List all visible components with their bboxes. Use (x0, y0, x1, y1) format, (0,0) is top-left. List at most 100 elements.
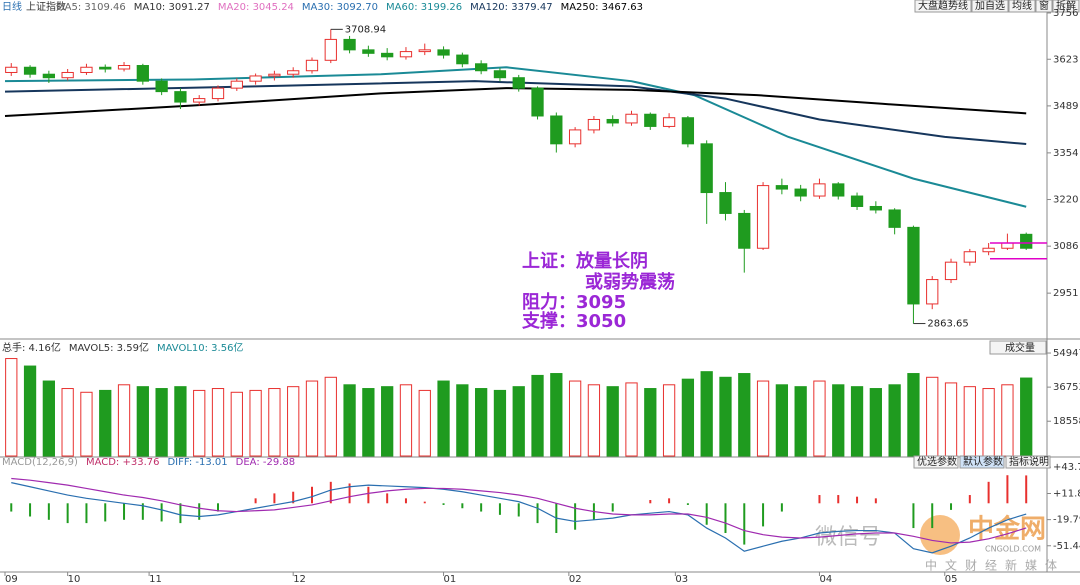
toolbar-button[interactable]: 拆解 (1056, 0, 1076, 12)
toolbar-button-frame[interactable] (1035, 0, 1053, 13)
moving-average (4, 87, 1027, 117)
toolbar-button-frame[interactable] (1008, 0, 1036, 13)
y-tick-label: 3354 (1053, 148, 1078, 159)
candle-body (531, 87, 544, 117)
x-tick-label: 10 (68, 574, 81, 585)
candle-body (5, 66, 18, 73)
volume-bar (832, 384, 845, 457)
candle-body (399, 51, 413, 58)
candle-body (926, 279, 939, 305)
volume-bar (1001, 384, 1014, 457)
candle-body (493, 70, 507, 79)
candle-body (117, 65, 131, 70)
candle-body (869, 205, 882, 211)
legend-entry: DEA: -29.88 (236, 457, 295, 468)
volume-bar (362, 388, 375, 457)
candle-body (437, 49, 450, 56)
volume-bar (926, 376, 939, 457)
volume-bar (193, 389, 206, 457)
y-tick-label: 54947 (1053, 348, 1080, 359)
candle-body (662, 117, 676, 127)
indicator-button[interactable]: 默认参数 (963, 455, 1003, 468)
legend-entry: 总手: 4.16亿 (2, 341, 61, 354)
y-tick-label: 3623 (1053, 54, 1078, 65)
volume-bar (1020, 377, 1033, 457)
indicator-button-frame[interactable] (913, 455, 959, 469)
candle-body (813, 183, 826, 197)
legend-entry: MA5: 3109.46 (56, 2, 126, 13)
indicator-button[interactable]: 优选参数 (917, 455, 957, 468)
candle-body (606, 118, 619, 124)
volume-bar (475, 388, 488, 457)
indicator-button-frame[interactable] (959, 455, 1005, 469)
toolbar-button[interactable]: 加自选 (975, 0, 1005, 12)
volume-bar (531, 374, 544, 457)
dea-line (11, 477, 1027, 544)
candle-body (982, 247, 995, 253)
toolbar-button-frame[interactable] (1052, 0, 1080, 13)
volume-bar (42, 380, 55, 457)
watermark-brand: 中金网 (968, 514, 1046, 545)
candle-body (719, 192, 732, 214)
candle-body (268, 73, 281, 77)
volume-bar (625, 382, 638, 457)
x-tick-label: 01 (444, 574, 457, 585)
y-tick-label: 3756 (1053, 8, 1078, 19)
toolbar-button-frame[interactable] (971, 0, 1009, 13)
candle-body (907, 226, 920, 305)
volume-bar (681, 378, 695, 457)
y-tick-label: 18558 (1053, 416, 1080, 427)
legend-entry: MAVOL10: 3.56亿 (157, 341, 243, 354)
x-tick-label: 09 (5, 574, 18, 585)
candle-body (738, 212, 751, 249)
y-tick-label: -51.44 (1053, 541, 1080, 552)
volume-bar (775, 384, 789, 457)
volume-bar (230, 391, 243, 457)
candle-body (362, 49, 375, 54)
candle-body (1020, 233, 1033, 249)
volume-bar (117, 384, 131, 457)
candle-body (193, 98, 206, 103)
indicator-button-frame[interactable] (1005, 455, 1051, 469)
volume-bar (944, 382, 958, 457)
max-label: 3708.94 (345, 24, 386, 35)
toolbar-button[interactable]: 大盘趋势线 (918, 0, 968, 12)
watermark-site: CNGOLD.COM (985, 545, 1041, 554)
volume-bar (606, 386, 619, 457)
annotation: 或弱势震荡 (585, 271, 675, 293)
toolbar-button-frame[interactable] (914, 0, 972, 13)
indicator-button[interactable]: 指标说明 (1009, 455, 1049, 468)
min-label: 2863.65 (927, 319, 968, 330)
toolbar-button[interactable]: 均线 (1012, 0, 1032, 12)
candle-body (343, 38, 356, 51)
indicator-button-frame[interactable] (989, 340, 1047, 355)
volume-bar (381, 386, 394, 457)
volume-bar (587, 384, 601, 457)
volume-bar (738, 373, 751, 457)
volume-bar (963, 386, 976, 457)
toolbar-button[interactable]: 窗 (1039, 0, 1049, 12)
volume-bar (982, 388, 995, 457)
candle-body (324, 38, 337, 61)
candle-body (1001, 242, 1014, 249)
volume-bar (550, 373, 563, 457)
volume-bar (23, 365, 37, 457)
legend-entry: MA250: 3467.63 (561, 2, 643, 13)
candle-body (287, 70, 300, 75)
indicator-button[interactable]: 成交量 (1005, 341, 1035, 354)
candle-body (475, 63, 488, 72)
y-tick-label: -19.79 (1053, 515, 1080, 526)
candle-body (756, 185, 770, 249)
legend-entry: MACD: +33.76 (86, 457, 160, 468)
annotation: 阻力：3095 (522, 292, 626, 313)
candle-body (249, 75, 262, 82)
volume-bar (568, 380, 582, 457)
diff-line (11, 482, 1027, 554)
candle-body (305, 59, 319, 72)
candle-body (211, 87, 225, 100)
volume-bar (794, 386, 807, 457)
y-tick-label: 3086 (1053, 241, 1078, 252)
candle-body (61, 71, 74, 79)
candle-body (644, 113, 657, 127)
symbol-label: 上证指数 (26, 0, 66, 13)
